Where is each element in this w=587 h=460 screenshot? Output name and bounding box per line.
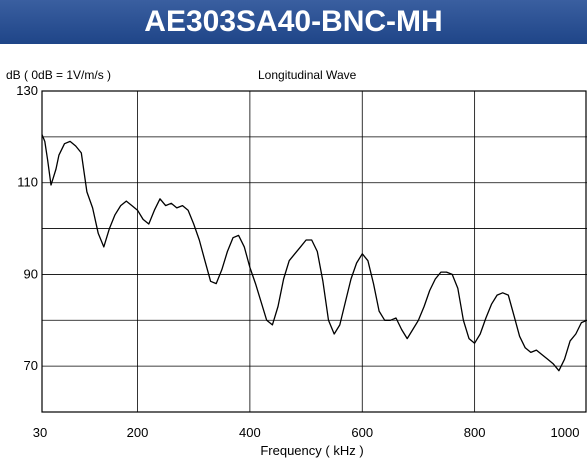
x-axis-label: Frequency ( kHz ) [260,443,363,458]
tick-labels: 30 200 400 600 800 1000 70 90 110 130 [16,83,579,440]
response-curve [41,134,587,372]
x-tick-label: 200 [127,425,149,440]
grid [42,91,587,412]
x-tick-label: 800 [464,425,486,440]
x-tick-label: 30 [33,425,47,440]
y-axis-label: dB ( 0dB = 1V/m/s ) [6,68,111,82]
chart-subtitle: Longitudinal Wave [258,68,357,82]
plot-frame [41,90,587,413]
y-tick-label: 70 [24,358,38,373]
x-tick-label: 1000 [551,425,580,440]
x-tick-label: 600 [351,425,373,440]
x-tick-label: 400 [239,425,261,440]
y-tick-label: 90 [24,266,38,281]
chart-title-banner: AE303SA40-BNC-MH [0,0,587,44]
y-tick-label: 110 [17,175,38,190]
y-tick-label: 130 [16,83,38,98]
